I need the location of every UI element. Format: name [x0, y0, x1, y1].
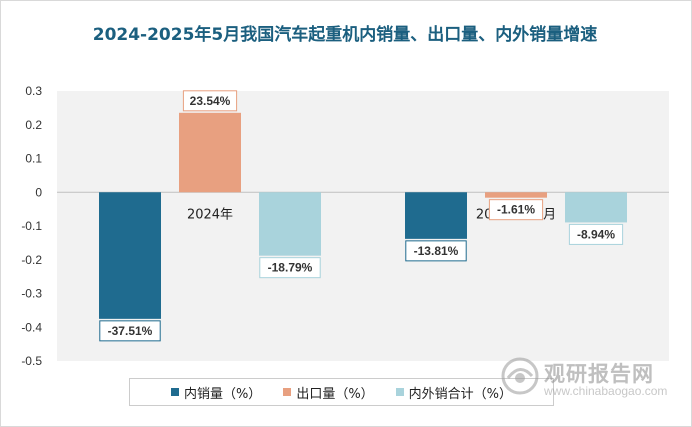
y-tick-label: -0.1: [21, 219, 42, 233]
bar-total-1: [565, 192, 627, 223]
legend: 内销量（%） 出口量（%） 内外销合计（%）: [129, 378, 554, 406]
legend-swatch-total: [395, 388, 404, 396]
legend-label-domestic: 内销量（%）: [183, 386, 262, 402]
legend-swatch-domestic: [170, 388, 179, 396]
data-label: -8.94%: [577, 227, 615, 241]
data-label-box: [99, 320, 161, 342]
bar-export-1: [485, 192, 547, 198]
y-tick-label: -0.5: [21, 354, 42, 368]
watermark-url: www.chinabaogao.com: [544, 384, 668, 398]
legend-label-total: 内外销合计（%）: [408, 386, 513, 402]
y-tick-label: 0.3: [25, 84, 42, 98]
data-label-box: [568, 223, 624, 245]
legend-swatch-export: [283, 388, 292, 396]
watermark-logo-icon: [501, 357, 539, 395]
y-tick-label: 0: [35, 185, 42, 199]
watermark-text: 观研报告网: [544, 362, 654, 386]
category-label: 2024年: [187, 207, 233, 222]
legend-item-domestic: 内销量（%）: [170, 383, 262, 402]
data-label: -13.81%: [414, 244, 459, 258]
y-tick-label: -0.3: [21, 287, 42, 301]
data-label-box: [259, 257, 321, 279]
y-axis-ticks: 0.3 0.2 0.1 0 -0.1 -0.2 -0.3 -0.4 -0.5: [21, 84, 42, 368]
y-tick-label: -0.2: [21, 253, 42, 267]
data-label-box: [488, 199, 544, 221]
y-tick-label: -0.4: [21, 320, 42, 334]
data-label: -37.51%: [108, 324, 153, 338]
bar-total-0: [259, 192, 321, 256]
y-tick-label: 0.1: [25, 152, 42, 166]
data-label: 23.54%: [190, 94, 231, 108]
legend-item-export: 出口量（%）: [283, 383, 374, 402]
chart-title: 2024-2025年5月我国汽车起重机内销量、出口量、内外销量增速: [92, 25, 598, 45]
bar-domestic-1: [405, 192, 467, 239]
legend-label-export: 出口量（%）: [296, 386, 374, 402]
data-labels: -37.51% 23.54% -18.79% -13.81% -1.61% -8.94%: [99, 90, 624, 342]
bars-group: [99, 112, 627, 319]
data-label: -1.61%: [497, 203, 535, 217]
watermark: 观研报告网 www.chinabaogao.com: [498, 354, 678, 404]
data-label: -18.79%: [268, 261, 313, 275]
legend-item-total: 内外销合计（%）: [395, 383, 513, 402]
data-label-box: [405, 240, 467, 262]
bar-export-0: [179, 112, 241, 193]
data-label-box: [182, 90, 238, 112]
bar-domestic-0: [99, 192, 161, 319]
y-tick-label: 0.2: [25, 118, 42, 132]
